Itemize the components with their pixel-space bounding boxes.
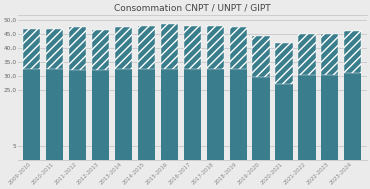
Bar <box>206 69 224 160</box>
Bar <box>23 29 40 69</box>
Bar <box>115 27 132 69</box>
Bar <box>252 77 270 160</box>
Bar <box>69 70 86 160</box>
Bar <box>184 26 201 69</box>
Bar <box>252 36 270 77</box>
Bar <box>298 75 316 160</box>
Bar <box>138 26 155 69</box>
Bar <box>23 69 40 160</box>
Bar <box>321 34 339 75</box>
Bar <box>46 29 63 69</box>
Bar <box>115 69 132 160</box>
Bar <box>321 75 339 160</box>
Bar <box>69 27 86 70</box>
Bar <box>184 69 201 160</box>
Title: Consommation CNPT / UNPT / GIPT: Consommation CNPT / UNPT / GIPT <box>114 3 270 12</box>
Bar <box>92 70 109 160</box>
Bar <box>298 34 316 75</box>
Bar <box>161 69 178 160</box>
Bar <box>138 69 155 160</box>
Bar <box>161 24 178 69</box>
Bar <box>46 69 63 160</box>
Bar <box>206 26 224 69</box>
Bar <box>229 27 247 69</box>
Bar <box>229 69 247 160</box>
Bar <box>92 30 109 70</box>
Bar <box>275 43 293 84</box>
Bar <box>344 73 361 160</box>
Bar <box>344 31 361 73</box>
Bar <box>275 84 293 160</box>
